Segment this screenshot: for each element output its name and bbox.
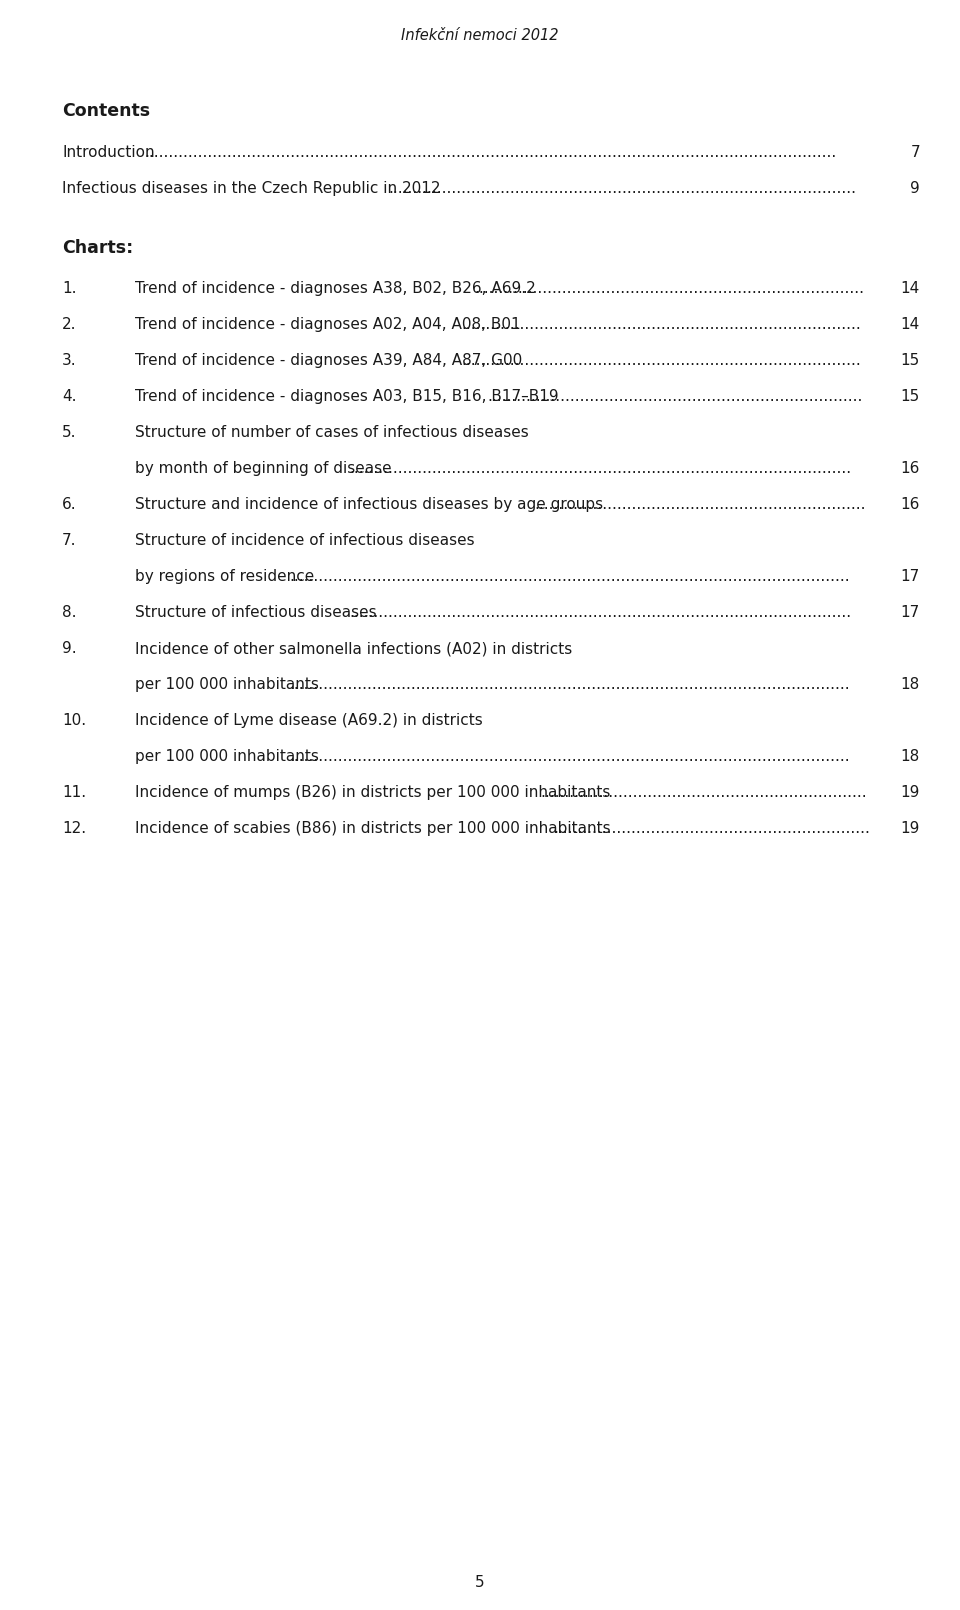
Text: 14: 14: [900, 317, 920, 332]
Text: ...................................................................: ........................................…: [540, 786, 867, 800]
Text: Contents: Contents: [62, 101, 150, 121]
Text: 10.: 10.: [62, 713, 86, 728]
Text: ................................................................................: ........................................…: [389, 180, 856, 195]
Text: 12.: 12.: [62, 821, 86, 836]
Text: per 100 000 inhabitants: per 100 000 inhabitants: [135, 749, 319, 765]
Text: 15: 15: [900, 390, 920, 404]
Text: Trend of incidence - diagnoses A02, A04, A08, B01: Trend of incidence - diagnoses A02, A04,…: [135, 317, 520, 332]
Text: Incidence of Lyme disease (A69.2) in districts: Incidence of Lyme disease (A69.2) in dis…: [135, 713, 483, 728]
Text: ................................................................................: ........................................…: [144, 145, 836, 159]
Text: 15: 15: [900, 353, 920, 369]
Text: 16: 16: [900, 497, 920, 512]
Text: 7: 7: [910, 145, 920, 159]
Text: Structure of incidence of infectious diseases: Structure of incidence of infectious dis…: [135, 533, 474, 547]
Text: by regions of residence: by regions of residence: [135, 570, 314, 584]
Text: ................................................................................: ........................................…: [462, 353, 861, 369]
Text: ................................................................................: ........................................…: [290, 678, 851, 692]
Text: Incidence of other salmonella infections (A02) in districts: Incidence of other salmonella infections…: [135, 641, 572, 657]
Text: 1.: 1.: [62, 282, 77, 296]
Text: 9.: 9.: [62, 641, 77, 657]
Text: 17: 17: [900, 605, 920, 620]
Text: 19: 19: [900, 821, 920, 836]
Text: 7.: 7.: [62, 533, 77, 547]
Text: 9: 9: [910, 180, 920, 195]
Text: 18: 18: [900, 749, 920, 765]
Text: ................................................................................: ........................................…: [290, 749, 851, 765]
Text: 8.: 8.: [62, 605, 77, 620]
Text: 5: 5: [475, 1575, 485, 1591]
Text: 5.: 5.: [62, 425, 77, 440]
Text: Structure and incidence of infectious diseases by age groups: Structure and incidence of infectious di…: [135, 497, 603, 512]
Text: ....................................................................: ........................................…: [534, 497, 866, 512]
Text: Infectious diseases in the Czech Republic in 2012: Infectious diseases in the Czech Republi…: [62, 180, 441, 195]
Text: 14: 14: [900, 282, 920, 296]
Text: 6.: 6.: [62, 497, 77, 512]
Text: Introduction: Introduction: [62, 145, 155, 159]
Text: 16: 16: [900, 460, 920, 477]
Text: .................................................................: ........................................…: [554, 821, 871, 836]
Text: 11.: 11.: [62, 786, 86, 800]
Text: 4.: 4.: [62, 390, 77, 404]
Text: .............................................................................: ........................................…: [488, 390, 863, 404]
Text: per 100 000 inhabitants: per 100 000 inhabitants: [135, 678, 319, 692]
Text: Structure of number of cases of infectious diseases: Structure of number of cases of infectio…: [135, 425, 529, 440]
Text: ................................................................................: ........................................…: [462, 317, 861, 332]
Text: Infekční nemoci 2012: Infekční nemoci 2012: [401, 27, 559, 43]
Text: Incidence of scabies (B86) in districts per 100 000 inhabitants: Incidence of scabies (B86) in districts …: [135, 821, 611, 836]
Text: Trend of incidence - diagnoses A03, B15, B16, B17–B19: Trend of incidence - diagnoses A03, B15,…: [135, 390, 559, 404]
Text: by month of beginning of disease: by month of beginning of disease: [135, 460, 392, 477]
Text: 18: 18: [900, 678, 920, 692]
Text: ................................................................................: ........................................…: [349, 460, 852, 477]
Text: 17: 17: [900, 570, 920, 584]
Text: Charts:: Charts:: [62, 238, 133, 256]
Text: ................................................................................: ........................................…: [349, 605, 852, 620]
Text: Incidence of mumps (B26) in districts per 100 000 inhabitants: Incidence of mumps (B26) in districts pe…: [135, 786, 611, 800]
Text: 3.: 3.: [62, 353, 77, 369]
Text: 2.: 2.: [62, 317, 77, 332]
Text: ................................................................................: ........................................…: [474, 282, 865, 296]
Text: Trend of incidence - diagnoses A38, B02, B26, A69.2: Trend of incidence - diagnoses A38, B02,…: [135, 282, 536, 296]
Text: ................................................................................: ........................................…: [290, 570, 851, 584]
Text: Structure of infectious diseases: Structure of infectious diseases: [135, 605, 376, 620]
Text: Trend of incidence - diagnoses A39, A84, A87, G00: Trend of incidence - diagnoses A39, A84,…: [135, 353, 522, 369]
Text: 19: 19: [900, 786, 920, 800]
